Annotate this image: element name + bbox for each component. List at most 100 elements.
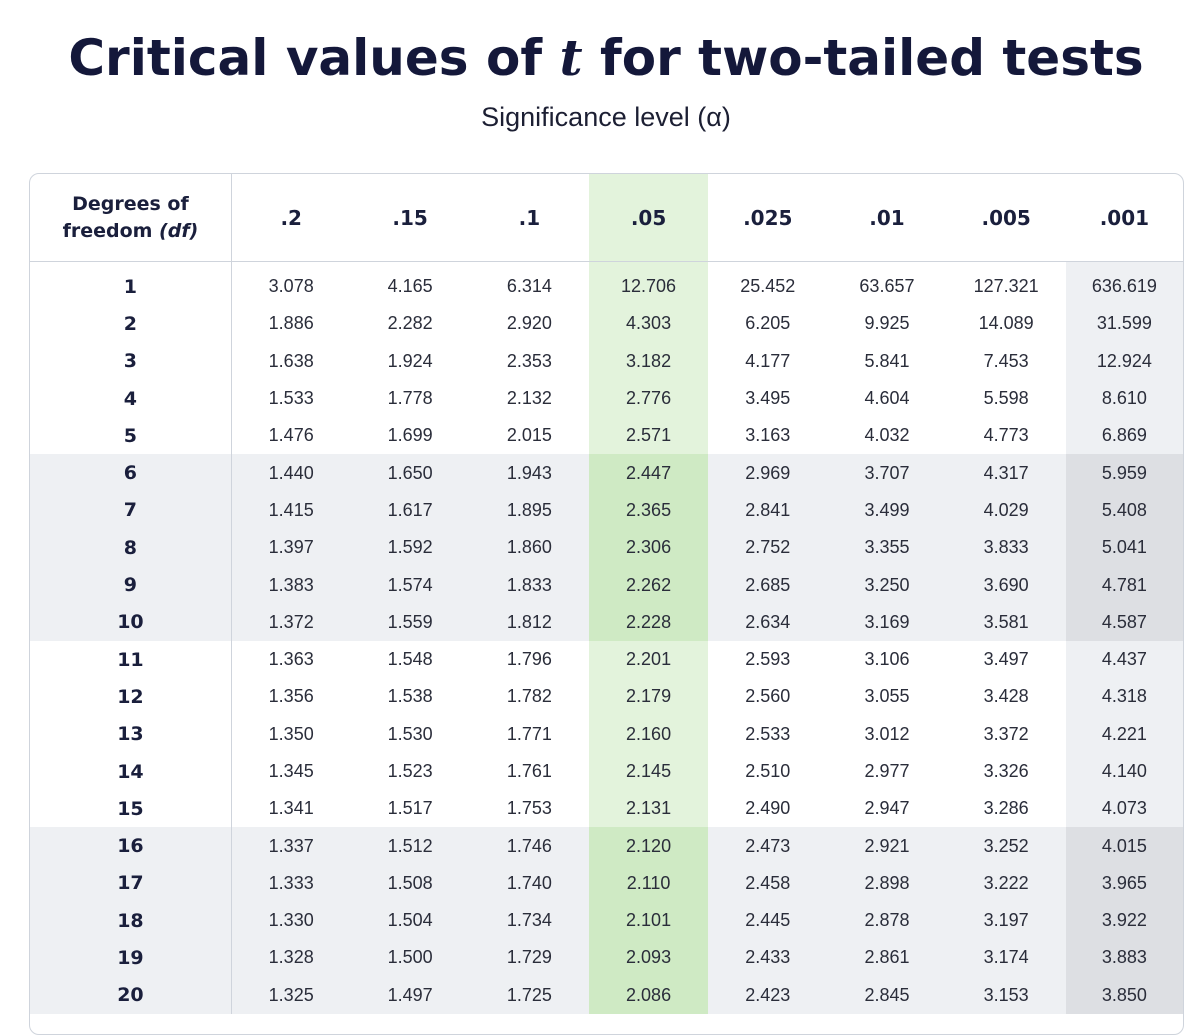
critical-value-cell: 31.599 (1065, 305, 1183, 343)
critical-value-cell: 1.476 (268, 425, 314, 446)
critical-value-cell: 12.706 (588, 261, 709, 306)
critical-value-cell: 4.015 (1065, 827, 1183, 865)
critical-value-cell: 3.833 (946, 529, 1066, 567)
table-row: 20 1.325 1.497 1.725 2.086 2.423 2.845 3.153 3.8… (30, 976, 1183, 1014)
critical-value-cell: 1.497 (350, 976, 470, 1014)
critical-value-cell: 636.619 (1065, 261, 1183, 306)
critical-value-cell: 1.356 (268, 686, 314, 707)
critical-value-cell: 1.638 (268, 350, 314, 371)
critical-value-cell: 3.428 (983, 686, 1029, 707)
critical-value-cell: 3.153 (946, 976, 1066, 1014)
critical-value-cell: 2.458 (708, 864, 828, 903)
df-cell: 16 (30, 827, 232, 865)
critical-value-cell: 2.921 (827, 827, 947, 865)
critical-value-cell: 1.812 (469, 603, 589, 641)
df-cell: 3 (30, 342, 232, 380)
critical-value-cell: 2.969 (708, 454, 828, 492)
df-cell: 2 (30, 305, 232, 343)
df-cell: 6 (30, 454, 232, 492)
critical-value-cell: 4.032 (864, 425, 910, 446)
critical-value-cell: 2.898 (827, 864, 947, 903)
critical-value-cell: 5.041 (1065, 529, 1183, 567)
df-cell: 4 (30, 379, 232, 418)
df-cell: 11 (30, 640, 232, 679)
critical-value-cell: 2.752 (708, 529, 828, 567)
table-row: 15 1.341 1.517 1.753 2.131 2.490 2.947 3.286 4.0… (30, 790, 1183, 828)
critical-value-cell: 2.201 (588, 640, 709, 679)
critical-value-cell: 1.341 (268, 798, 314, 819)
critical-value-cell: 3.883 (1065, 939, 1183, 977)
critical-value-cell: 1.895 (469, 491, 589, 530)
critical-value-cell: 2.878 (827, 902, 947, 940)
table-row: 1 3.078 4.165 6.314 12.706 25.452 63.657 127.32… (30, 261, 1183, 306)
critical-value-cell: 2.145 (588, 752, 709, 791)
critical-value-cell: 1.746 (469, 827, 589, 865)
df-cell: 10 (30, 603, 232, 641)
critical-value-cell: 1.740 (469, 864, 589, 903)
critical-value-cell: 2.977 (864, 761, 910, 781)
critical-value-cell: 1.363 (268, 649, 314, 670)
critical-value-cell: 1.337 (231, 827, 351, 865)
critical-value-cell: 2.282 (387, 313, 433, 334)
critical-value-cell: 2.086 (588, 976, 709, 1014)
critical-value-cell: 3.499 (827, 491, 947, 530)
critical-value-cell: 3.707 (827, 454, 947, 492)
critical-value-cell: 1.761 (506, 761, 552, 781)
alpha-column-header: .15 (350, 174, 470, 262)
critical-value-cell: 1.778 (387, 388, 433, 409)
critical-value-cell: 3.922 (1065, 902, 1183, 940)
df-cell: 13 (30, 715, 232, 753)
critical-value-cell: 2.110 (588, 864, 709, 903)
df-cell: 7 (30, 491, 232, 530)
critical-value-cell: 4.587 (1065, 603, 1183, 641)
table-body: 1 3.078 4.165 6.314 12.706 25.452 63.657 127.32… (30, 261, 1183, 1014)
table-row: 6 1.440 1.650 1.943 2.447 2.969 3.707 4.317 5.95… (30, 454, 1183, 492)
critical-values-table-container: Degrees of freedom (df) .2.15.1.05.025.0… (29, 173, 1184, 1035)
critical-value-cell: 2.365 (588, 491, 709, 530)
df-header-abbrev: (df) (159, 219, 199, 242)
df-cell: 15 (30, 790, 232, 828)
critical-value-cell: 2.571 (588, 417, 709, 455)
critical-value-cell: 1.523 (387, 761, 433, 781)
critical-value-cell: 3.252 (946, 827, 1066, 865)
critical-values-table: Degrees of freedom (df) .2.15.1.05.025.0… (30, 174, 1183, 1014)
critical-value-cell: 1.440 (231, 454, 351, 492)
df-header-line1: Degrees of (72, 192, 189, 215)
critical-value-cell: 3.174 (946, 939, 1066, 977)
chart-title: Critical values of t for two-tailed test… (0, 28, 1188, 87)
critical-value-cell: 63.657 (859, 276, 915, 297)
critical-value-cell: 1.782 (506, 686, 552, 707)
critical-value-cell: 1.796 (506, 649, 552, 670)
critical-value-cell: 1.559 (350, 603, 470, 641)
alpha-column-header: .1 (469, 174, 589, 262)
alpha-column-header: .01 (827, 174, 947, 262)
df-header-line2: freedom (62, 219, 160, 242)
critical-value-cell: 2.160 (588, 715, 709, 753)
critical-value-cell: 2.861 (827, 939, 947, 977)
critical-value-cell: 8.610 (1065, 379, 1183, 418)
critical-value-cell: 5.841 (864, 350, 910, 371)
chart-subtitle: Significance level (α) (481, 102, 731, 132)
critical-value-cell: 4.303 (588, 305, 709, 343)
critical-value-cell: 1.383 (231, 566, 351, 604)
critical-value-cell: 1.886 (268, 313, 314, 334)
df-cell: 5 (30, 417, 232, 455)
critical-value-cell: 1.538 (387, 686, 433, 707)
critical-value-cell: 2.510 (745, 761, 791, 781)
critical-value-cell: 6.205 (745, 313, 791, 334)
critical-value-cell: 3.581 (946, 603, 1066, 641)
df-cell: 12 (30, 678, 232, 716)
critical-value-cell: 2.015 (506, 425, 552, 446)
critical-value-cell: 1.943 (469, 454, 589, 492)
critical-value-cell: 2.353 (506, 350, 552, 371)
critical-value-cell: 2.179 (588, 678, 709, 716)
critical-value-cell: 2.593 (745, 649, 791, 670)
critical-value-cell: 5.598 (983, 388, 1029, 409)
critical-value-cell: 3.495 (745, 388, 791, 409)
table-row: 12 1.356 1.538 1.782 2.179 2.560 3.055 3.428 4.3… (30, 678, 1183, 716)
critical-value-cell: 3.182 (588, 342, 709, 380)
critical-value-cell: 1.592 (350, 529, 470, 567)
alpha-column-header: .005 (946, 174, 1066, 262)
critical-value-cell: 2.131 (588, 790, 709, 828)
critical-value-cell: 2.120 (588, 827, 709, 865)
